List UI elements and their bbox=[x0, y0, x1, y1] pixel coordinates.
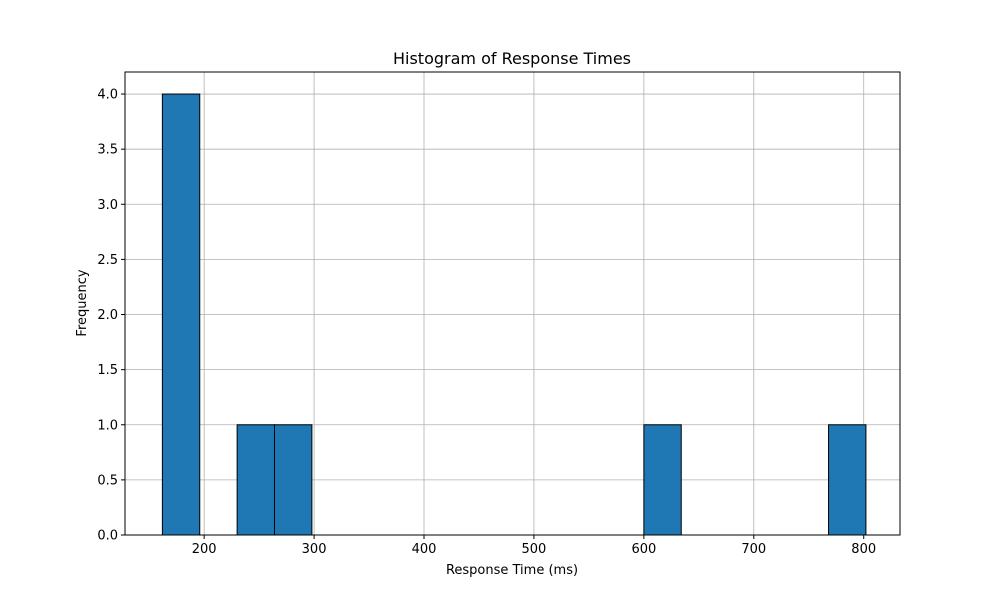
y-axis-title: Frequency bbox=[75, 269, 90, 336]
x-axis: 200 300 400 500 600 700 800 bbox=[192, 535, 876, 557]
x-tick-label: 500 bbox=[522, 542, 547, 557]
x-tick-label: 200 bbox=[192, 542, 217, 557]
chart-title: Histogram of Response Times bbox=[393, 49, 631, 68]
y-tick-label: 2.5 bbox=[97, 253, 118, 268]
y-axis: 0.0 0.5 1.0 1.5 2.0 2.5 3.0 3.5 4.0 bbox=[97, 88, 125, 544]
histogram-bar bbox=[236, 424, 276, 536]
plot-frame bbox=[124, 71, 901, 536]
x-axis-title: Response Time (ms) bbox=[446, 563, 578, 578]
y-tick-label: 3.0 bbox=[97, 198, 118, 213]
x-tick-label: 600 bbox=[631, 542, 656, 557]
x-tick-label: 400 bbox=[412, 542, 437, 557]
y-tick-label: 2.0 bbox=[97, 308, 118, 323]
grid-layer bbox=[125, 72, 900, 536]
y-tick-label: 1.0 bbox=[97, 418, 118, 433]
histogram-bar bbox=[828, 424, 867, 536]
y-tick-label: 1.5 bbox=[97, 363, 118, 378]
histogram-bar bbox=[161, 93, 201, 536]
x-tick-label: 800 bbox=[851, 542, 876, 557]
y-tick-label: 3.5 bbox=[97, 143, 118, 158]
y-tick-label: 0.0 bbox=[97, 529, 118, 544]
histogram-bar bbox=[643, 424, 682, 536]
histogram-bar bbox=[274, 424, 313, 536]
y-tick-label: 4.0 bbox=[97, 88, 118, 103]
x-tick-label: 700 bbox=[741, 542, 766, 557]
bars-layer bbox=[161, 93, 867, 536]
y-tick-label: 0.5 bbox=[97, 473, 118, 488]
x-tick-label: 300 bbox=[302, 542, 327, 557]
